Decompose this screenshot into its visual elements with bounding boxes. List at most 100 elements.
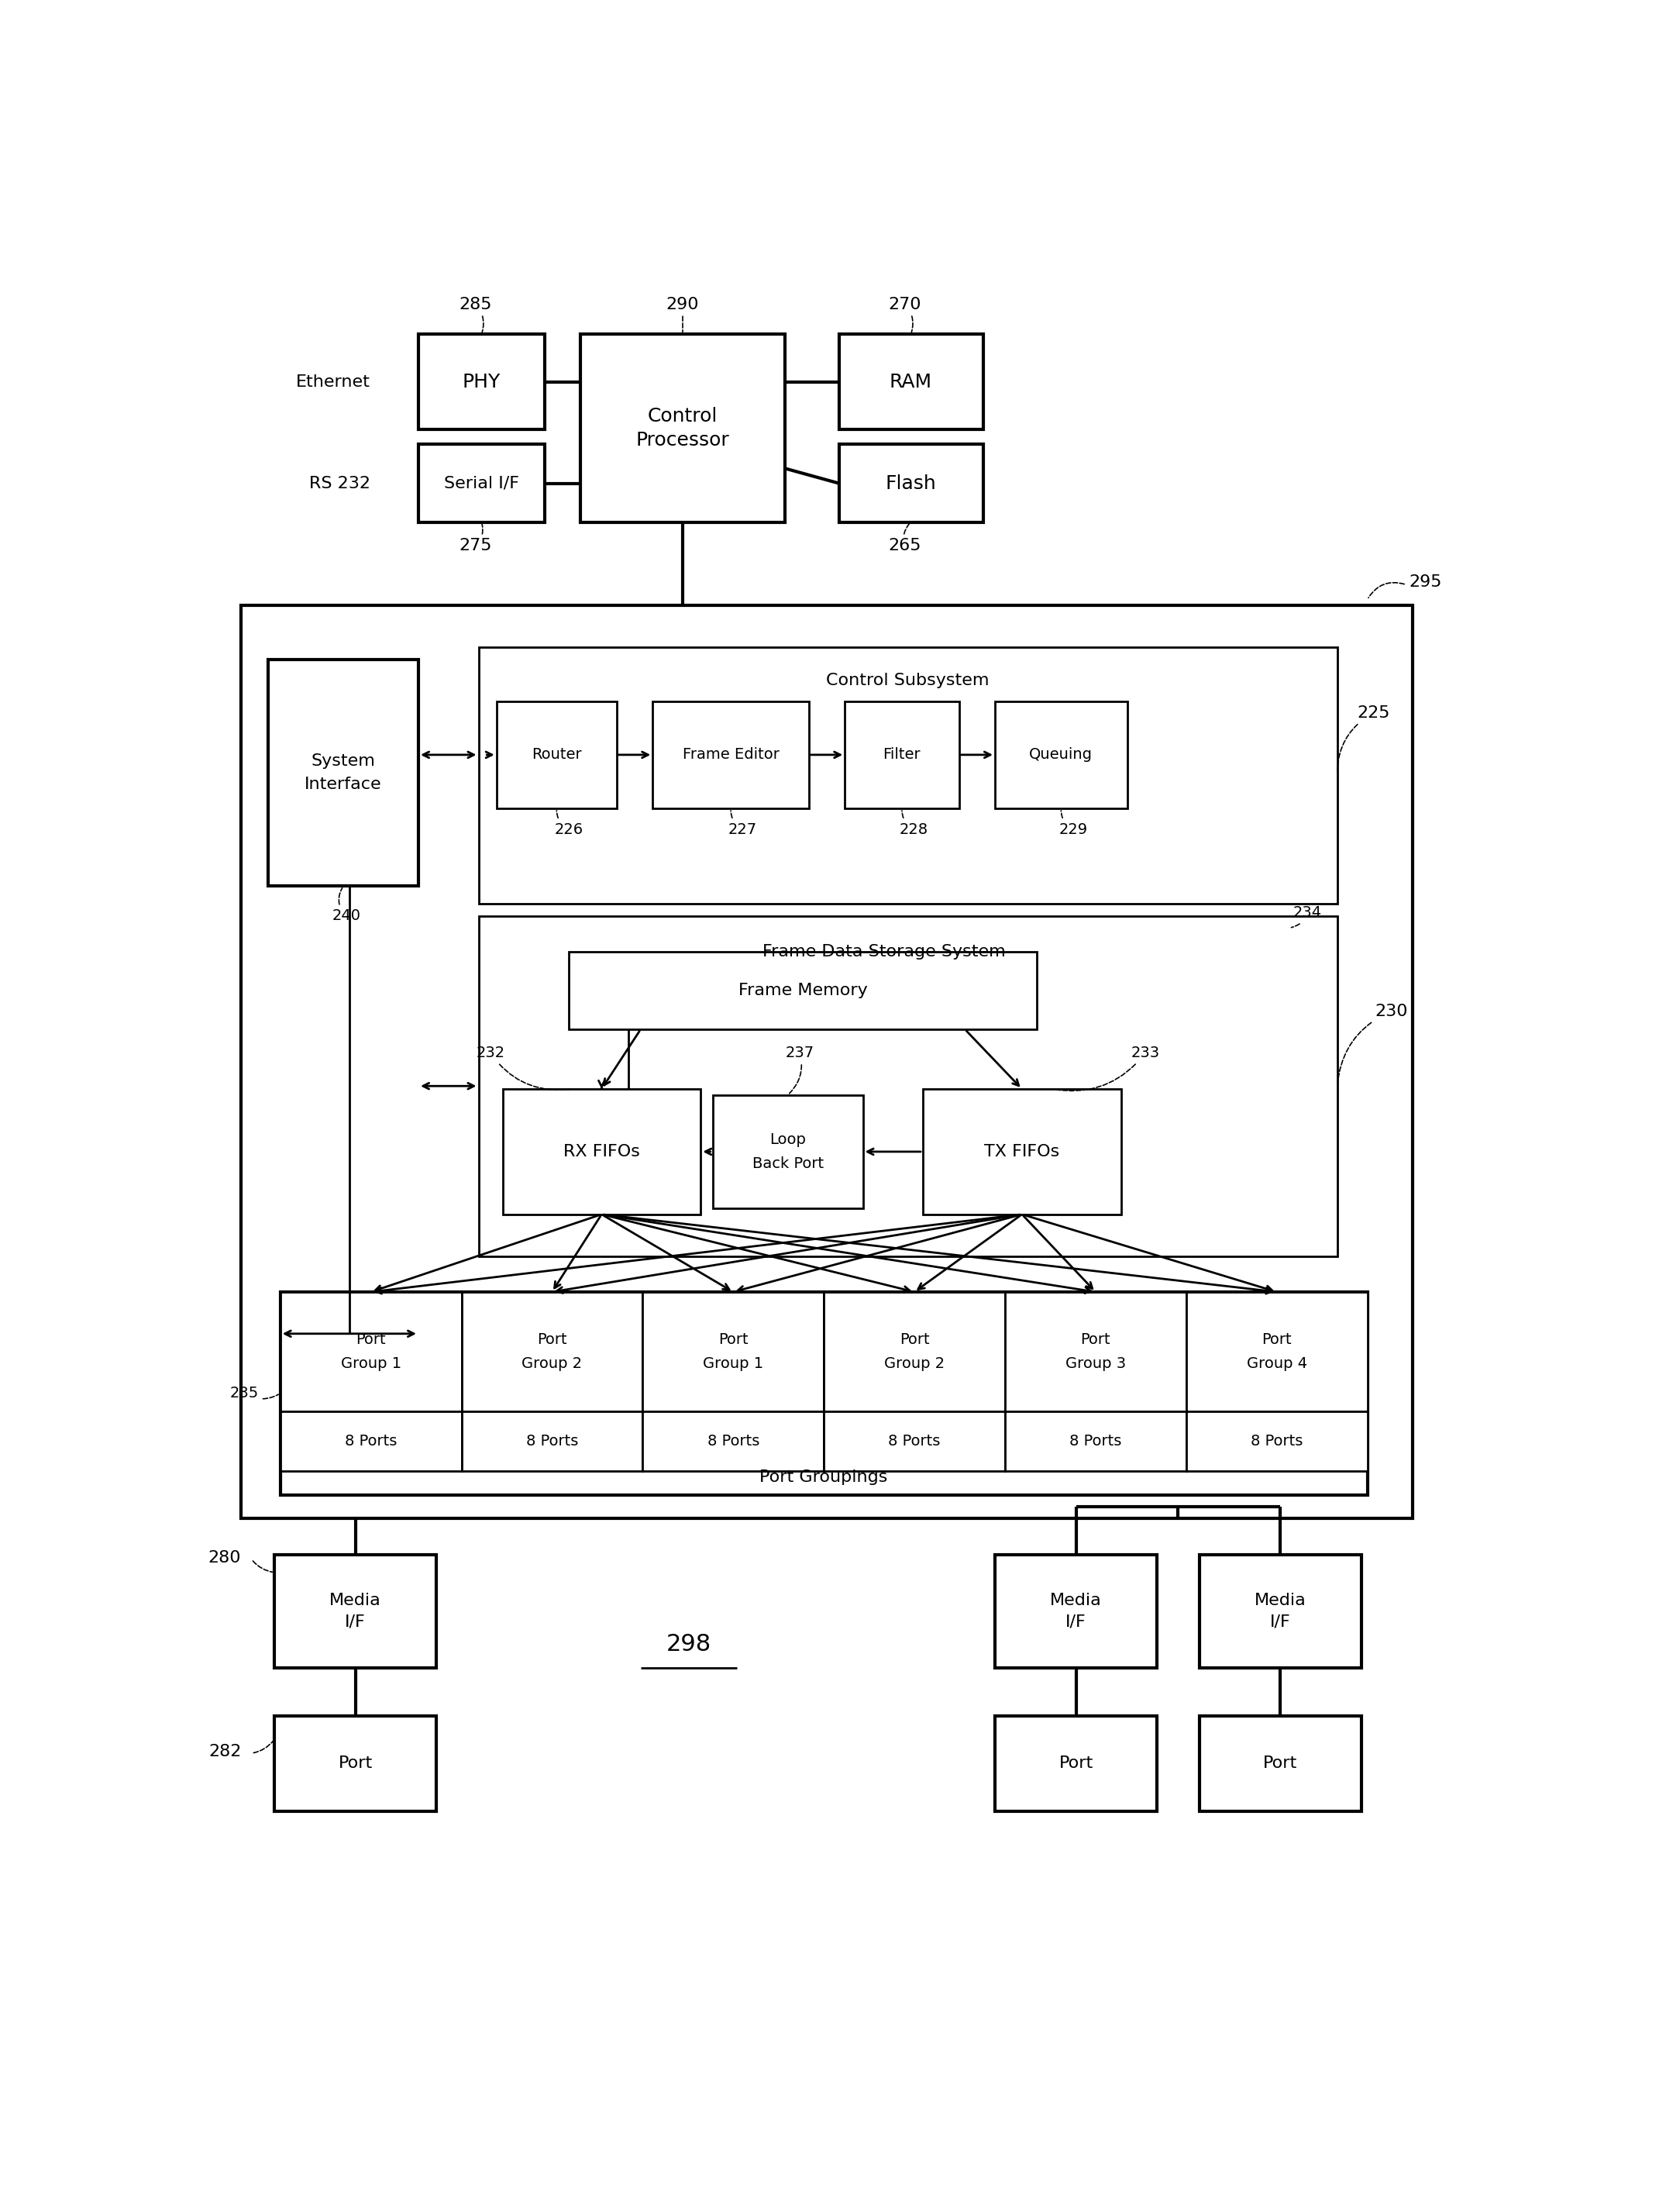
- Bar: [461, 1411, 643, 1471]
- Bar: [461, 1292, 643, 1411]
- Text: 8 Ports: 8 Ports: [888, 1433, 941, 1449]
- Text: Flash: Flash: [885, 473, 936, 493]
- Text: 228: 228: [900, 810, 928, 836]
- Text: 233: 233: [1055, 1046, 1160, 1091]
- Text: Port: Port: [1060, 1756, 1093, 1772]
- Text: Port: Port: [1263, 1756, 1298, 1772]
- Text: Control Subsystem: Control Subsystem: [826, 672, 990, 688]
- Text: 285: 285: [460, 296, 491, 332]
- Text: 229: 229: [1058, 810, 1088, 836]
- Text: Processor: Processor: [636, 431, 730, 449]
- Text: System: System: [312, 752, 375, 768]
- Text: Frame Editor: Frame Editor: [683, 748, 780, 763]
- Bar: [838, 445, 983, 522]
- Bar: [1200, 1717, 1361, 1812]
- Text: Filter: Filter: [883, 748, 921, 763]
- Text: Group 1: Group 1: [340, 1356, 402, 1371]
- Bar: [275, 1717, 436, 1812]
- Text: Port: Port: [718, 1332, 748, 1347]
- Text: 234: 234: [1291, 905, 1321, 927]
- Text: 290: 290: [666, 296, 700, 332]
- Bar: [653, 701, 808, 810]
- Bar: [478, 916, 1338, 1256]
- Text: Serial I/F: Serial I/F: [443, 476, 520, 491]
- Text: Port: Port: [357, 1332, 387, 1347]
- Bar: [1005, 1411, 1186, 1471]
- Bar: [496, 701, 616, 810]
- Text: 8 Ports: 8 Ports: [1251, 1433, 1303, 1449]
- Bar: [643, 1411, 823, 1471]
- Bar: [995, 1717, 1158, 1812]
- Bar: [280, 1411, 461, 1471]
- Text: 235: 235: [230, 1387, 278, 1400]
- Bar: [838, 334, 983, 429]
- Text: 275: 275: [460, 524, 491, 553]
- Text: Port: Port: [338, 1756, 373, 1772]
- Bar: [995, 1555, 1158, 1668]
- Bar: [280, 1292, 461, 1411]
- Text: 280: 280: [208, 1551, 242, 1566]
- Text: Interface: Interface: [305, 776, 382, 792]
- Text: 298: 298: [666, 1632, 711, 1655]
- Bar: [268, 659, 418, 887]
- Text: 232: 232: [476, 1046, 570, 1091]
- Text: Queuing: Queuing: [1030, 748, 1093, 763]
- Bar: [580, 334, 785, 522]
- Text: TX FIFOs: TX FIFOs: [985, 1144, 1060, 1159]
- Bar: [503, 1088, 701, 1214]
- Text: Port: Port: [1081, 1332, 1111, 1347]
- Bar: [643, 1292, 823, 1411]
- Text: 230: 230: [1338, 1004, 1408, 1084]
- Text: Media: Media: [330, 1593, 382, 1608]
- Text: 240: 240: [332, 887, 362, 922]
- Text: RX FIFOs: RX FIFOs: [563, 1144, 640, 1159]
- Text: Media: Media: [1254, 1593, 1306, 1608]
- Bar: [1186, 1411, 1368, 1471]
- Text: Router: Router: [531, 748, 581, 763]
- Text: Port: Port: [900, 1332, 930, 1347]
- Text: Group 4: Group 4: [1246, 1356, 1306, 1371]
- Text: 237: 237: [785, 1046, 815, 1093]
- Bar: [713, 1095, 863, 1208]
- Text: Group 3: Group 3: [1065, 1356, 1126, 1371]
- Text: 270: 270: [888, 296, 921, 332]
- Text: Port: Port: [536, 1332, 566, 1347]
- Bar: [478, 648, 1338, 905]
- Bar: [1186, 1292, 1368, 1411]
- Text: Back Port: Back Port: [751, 1157, 823, 1170]
- Text: 8 Ports: 8 Ports: [526, 1433, 578, 1449]
- Text: Frame Data Storage System: Frame Data Storage System: [763, 945, 1005, 960]
- Text: 295: 295: [1409, 573, 1443, 588]
- Text: 226: 226: [555, 810, 583, 836]
- Text: 8 Ports: 8 Ports: [345, 1433, 397, 1449]
- Bar: [845, 701, 960, 810]
- Text: 265: 265: [888, 524, 921, 553]
- Text: Group 1: Group 1: [703, 1356, 763, 1371]
- Text: Loop: Loop: [770, 1133, 806, 1148]
- Bar: [242, 606, 1413, 1520]
- Text: I/F: I/F: [1066, 1615, 1086, 1630]
- Text: RAM: RAM: [890, 372, 933, 392]
- Bar: [418, 334, 545, 429]
- Text: Port: Port: [1261, 1332, 1291, 1347]
- Bar: [1200, 1555, 1361, 1668]
- Bar: [568, 951, 1036, 1029]
- Bar: [1005, 1292, 1186, 1411]
- Bar: [995, 701, 1128, 810]
- Text: Port Groupings: Port Groupings: [760, 1469, 888, 1484]
- Text: Frame Memory: Frame Memory: [738, 982, 868, 998]
- Text: 225: 225: [1338, 706, 1389, 774]
- Text: I/F: I/F: [345, 1615, 367, 1630]
- Bar: [923, 1088, 1121, 1214]
- Bar: [280, 1292, 1368, 1495]
- Text: PHY: PHY: [463, 372, 500, 392]
- Text: 8 Ports: 8 Ports: [1070, 1433, 1121, 1449]
- Text: Ethernet: Ethernet: [297, 374, 370, 389]
- Text: Group 2: Group 2: [521, 1356, 583, 1371]
- Bar: [275, 1555, 436, 1668]
- Text: Media: Media: [1050, 1593, 1101, 1608]
- Bar: [823, 1292, 1005, 1411]
- Text: Control: Control: [648, 407, 718, 425]
- Text: 227: 227: [728, 810, 756, 836]
- Bar: [823, 1411, 1005, 1471]
